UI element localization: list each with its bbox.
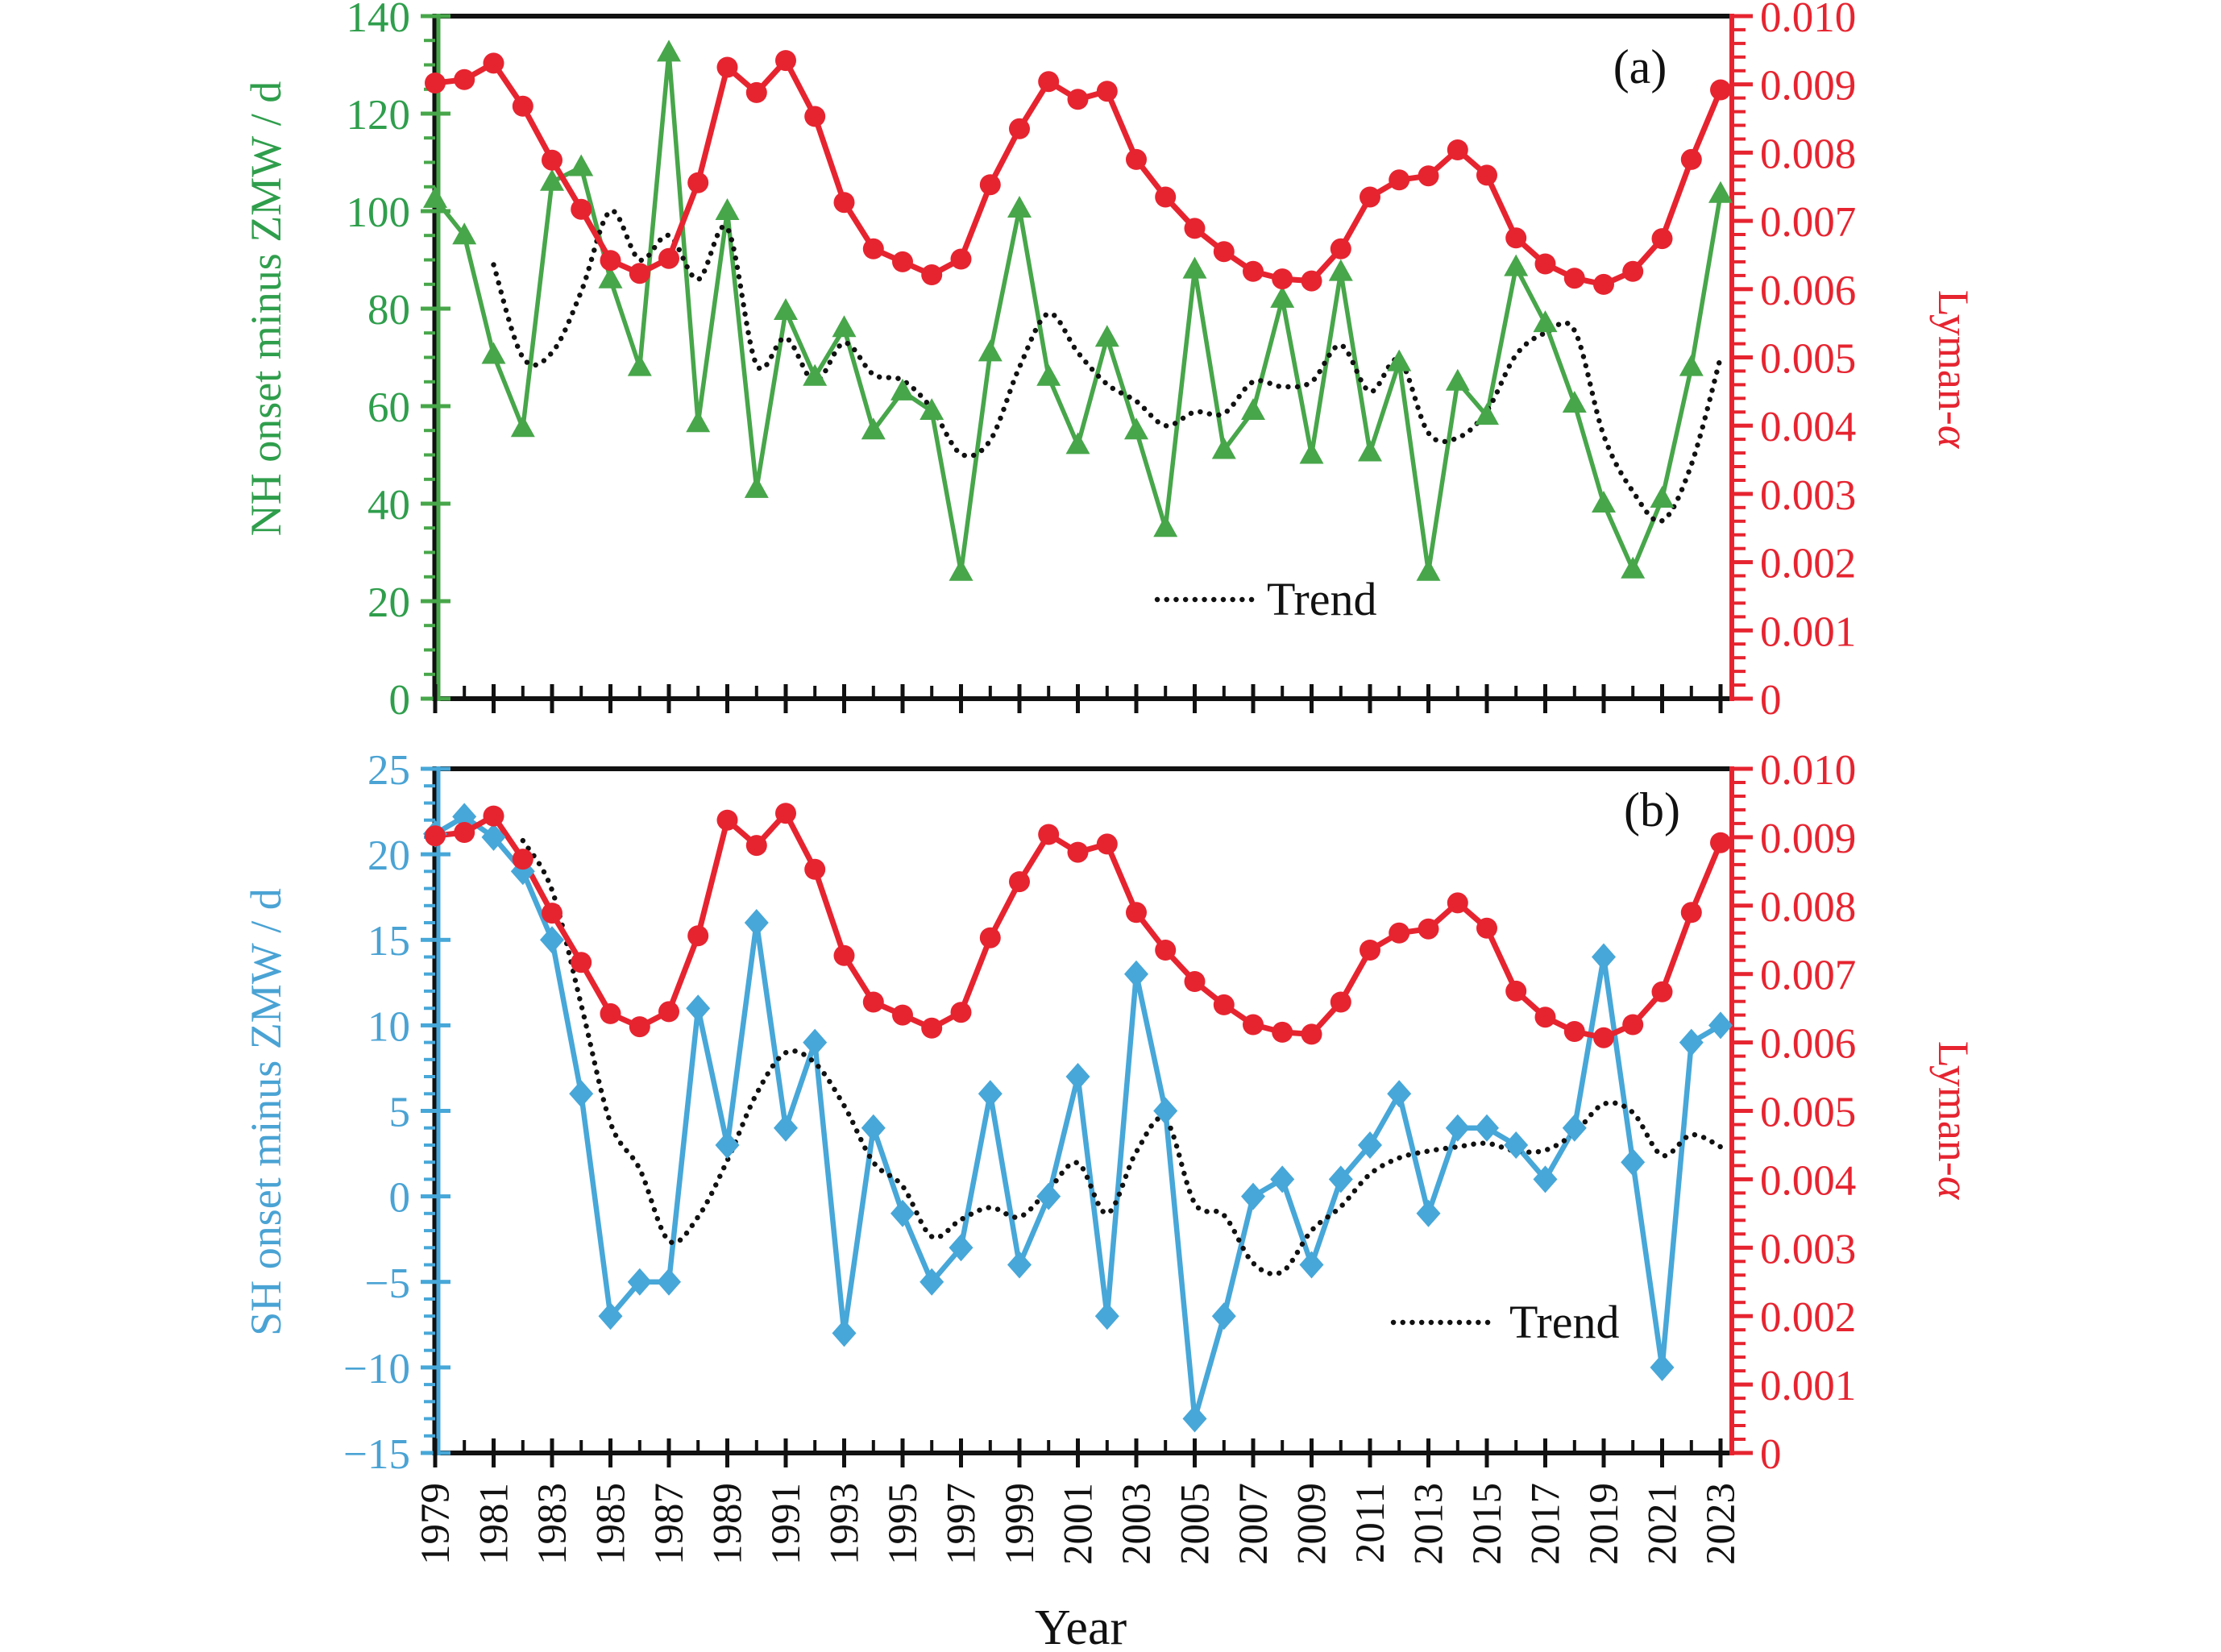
- svg-text:2005: 2005: [1173, 1483, 1218, 1565]
- svg-text:Lyman-α: Lyman-α: [1929, 1041, 1978, 1201]
- svg-text:1989: 1989: [706, 1483, 751, 1565]
- svg-text:0.004: 0.004: [1760, 404, 1856, 450]
- svg-text:Lyman-α: Lyman-α: [1929, 290, 1978, 450]
- svg-text:2009: 2009: [1290, 1483, 1335, 1565]
- svg-text:0: 0: [1760, 1431, 1782, 1478]
- svg-text:5: 5: [389, 1090, 411, 1136]
- svg-text:25: 25: [367, 747, 410, 794]
- svg-text:Year: Year: [1035, 1600, 1127, 1652]
- svg-text:0.009: 0.009: [1760, 63, 1856, 110]
- svg-text:1979: 1979: [413, 1483, 459, 1565]
- svg-text:Trend: Trend: [1509, 1296, 1619, 1348]
- svg-text:2011: 2011: [1348, 1483, 1393, 1563]
- svg-text:0.006: 0.006: [1760, 1021, 1856, 1068]
- svg-text:0.006: 0.006: [1760, 268, 1856, 314]
- svg-text:−15: −15: [343, 1431, 410, 1478]
- svg-text:2015: 2015: [1465, 1483, 1510, 1565]
- svg-text:10: 10: [367, 1003, 410, 1050]
- svg-text:2017: 2017: [1524, 1483, 1569, 1565]
- svg-text:60: 60: [367, 384, 410, 431]
- svg-text:1993: 1993: [823, 1483, 868, 1565]
- svg-text:2019: 2019: [1582, 1483, 1627, 1565]
- svg-text:140: 140: [347, 0, 411, 41]
- svg-text:1981: 1981: [472, 1483, 517, 1565]
- svg-text:SH onset minus ZMW / d: SH onset minus ZMW / d: [242, 888, 290, 1336]
- svg-text:0.005: 0.005: [1760, 1090, 1856, 1136]
- svg-text:0: 0: [389, 677, 411, 724]
- svg-text:1985: 1985: [589, 1483, 634, 1565]
- svg-text:Trend: Trend: [1267, 573, 1376, 625]
- svg-text:1983: 1983: [530, 1483, 575, 1565]
- svg-text:2013: 2013: [1407, 1483, 1452, 1565]
- svg-text:1999: 1999: [998, 1483, 1043, 1565]
- svg-text:0.007: 0.007: [1760, 199, 1856, 246]
- svg-text:0.005: 0.005: [1760, 336, 1856, 383]
- svg-text:80: 80: [367, 287, 410, 334]
- svg-text:2003: 2003: [1115, 1483, 1160, 1565]
- svg-text:0.003: 0.003: [1760, 472, 1856, 519]
- svg-text:(a): (a): [1613, 40, 1667, 93]
- svg-text:0.002: 0.002: [1760, 541, 1856, 587]
- svg-text:1987: 1987: [647, 1483, 692, 1565]
- svg-text:−10: −10: [343, 1346, 410, 1393]
- svg-text:2001: 2001: [1057, 1483, 1102, 1565]
- svg-text:(b): (b): [1624, 783, 1680, 836]
- svg-text:15: 15: [367, 918, 410, 965]
- svg-text:20: 20: [367, 832, 410, 879]
- svg-text:2021: 2021: [1641, 1483, 1686, 1565]
- svg-text:0.010: 0.010: [1760, 0, 1856, 41]
- svg-text:100: 100: [347, 189, 411, 236]
- svg-text:120: 120: [347, 92, 411, 139]
- svg-text:1991: 1991: [764, 1483, 809, 1565]
- svg-text:2023: 2023: [1699, 1483, 1744, 1565]
- svg-text:0.008: 0.008: [1760, 131, 1856, 177]
- svg-text:20: 20: [367, 579, 410, 626]
- svg-text:0: 0: [389, 1175, 411, 1222]
- svg-text:0.004: 0.004: [1760, 1157, 1856, 1204]
- svg-text:−5: −5: [365, 1260, 410, 1307]
- svg-text:0.007: 0.007: [1760, 953, 1856, 999]
- svg-text:40: 40: [367, 482, 410, 529]
- svg-text:1997: 1997: [940, 1483, 985, 1565]
- svg-text:0.010: 0.010: [1760, 747, 1856, 794]
- svg-text:0.001: 0.001: [1760, 608, 1856, 655]
- svg-text:0.008: 0.008: [1760, 884, 1856, 931]
- svg-text:2007: 2007: [1231, 1483, 1277, 1565]
- svg-text:1995: 1995: [881, 1483, 926, 1565]
- svg-text:0.003: 0.003: [1760, 1226, 1856, 1272]
- svg-text:0.001: 0.001: [1760, 1363, 1856, 1409]
- svg-text:0.009: 0.009: [1760, 816, 1856, 862]
- svg-text:NH onset minus ZMW / d: NH onset minus ZMW / d: [242, 81, 290, 537]
- svg-text:0.002: 0.002: [1760, 1294, 1856, 1341]
- svg-text:0: 0: [1760, 677, 1782, 724]
